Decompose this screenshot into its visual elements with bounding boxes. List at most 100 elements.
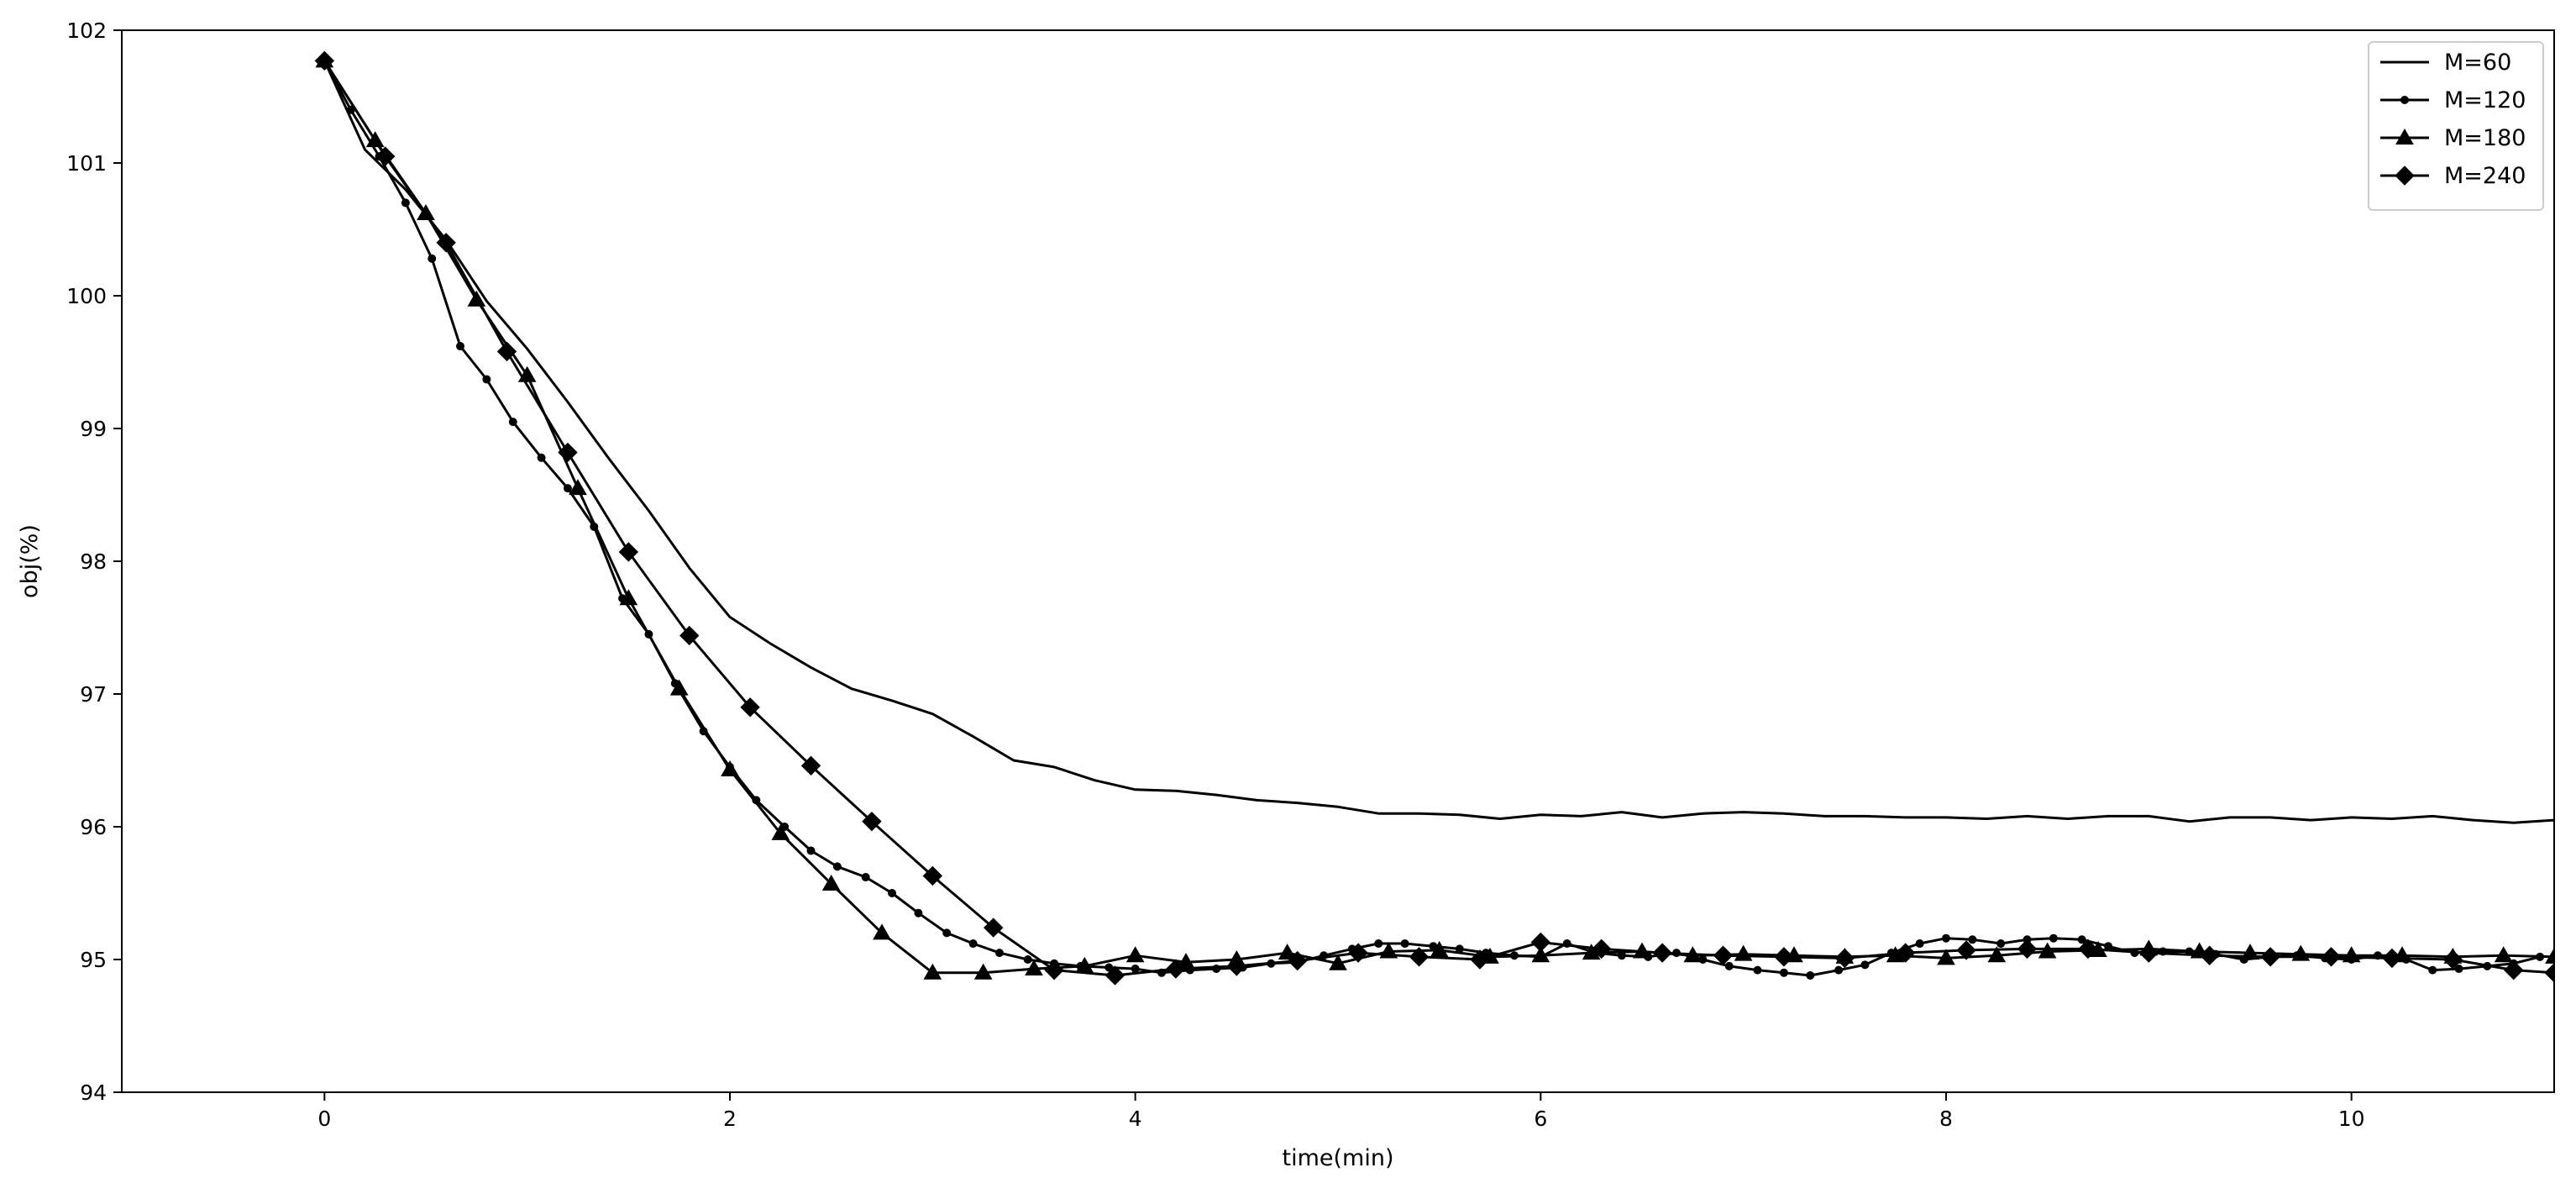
data-point-diamond <box>2017 939 2038 960</box>
data-point-dot <box>1834 965 1844 975</box>
data-point-dot <box>1860 960 1870 970</box>
data-point-diamond <box>1834 948 1855 969</box>
data-point-diamond <box>1896 943 1916 963</box>
data-point-dot <box>1942 933 1950 943</box>
legend-item: M=120 <box>2380 87 2526 113</box>
data-point-dot <box>508 418 517 427</box>
data-point-diamond <box>2442 949 2463 970</box>
data-point-diamond <box>314 50 335 71</box>
data-point-triangle <box>1278 944 1297 960</box>
series-layer <box>314 50 2554 986</box>
data-point-dot <box>1131 965 1140 974</box>
data-point-diamond <box>2321 947 2342 967</box>
data-point-diamond <box>1288 950 1308 971</box>
data-point-diamond <box>2382 948 2402 969</box>
y-axis: 94 95 96 97 98 99 100 101 102 <box>66 18 122 1105</box>
data-point-dot <box>806 846 816 855</box>
data-point-dot <box>1374 939 1383 949</box>
x-tick-label: 6 <box>1534 1107 1547 1131</box>
data-point-diamond <box>800 755 821 776</box>
x-tick-label: 2 <box>723 1107 737 1131</box>
data-point-dot <box>2400 96 2409 104</box>
data-point-diamond <box>984 917 1004 938</box>
legend-box <box>2368 41 2544 211</box>
y-tick-label: 102 <box>66 18 107 43</box>
data-point-dot <box>2077 935 2086 944</box>
data-point-diamond <box>1104 965 1125 986</box>
data-point-diamond <box>2260 947 2280 967</box>
data-point-triangle <box>923 963 942 980</box>
y-tick-label: 94 <box>80 1080 107 1105</box>
y-tick-label: 97 <box>80 682 107 707</box>
data-point-diamond <box>496 341 517 362</box>
data-point-diamond <box>1470 949 1490 970</box>
data-point-dot <box>428 254 437 263</box>
y-tick-label: 96 <box>80 815 107 839</box>
data-point-dot <box>968 939 978 949</box>
data-point-dot <box>2049 933 2058 943</box>
data-point-diamond <box>2544 963 2554 983</box>
y-tick-label: 100 <box>66 284 107 308</box>
x-axis: 0 2 4 6 8 10 <box>317 1092 2365 1131</box>
data-point-diamond <box>2200 945 2220 965</box>
legend-label: M=120 <box>2444 87 2526 113</box>
data-point-triangle <box>1937 949 1955 965</box>
legend-label: M=180 <box>2444 125 2526 151</box>
data-point-dot <box>456 342 465 351</box>
data-point-dot <box>1104 963 1114 972</box>
data-point-triangle <box>2494 946 2513 963</box>
data-point-diamond <box>1166 959 1186 979</box>
series-line <box>323 60 2554 977</box>
data-point-diamond <box>1592 939 1612 960</box>
data-point-dot <box>994 949 1004 958</box>
x-tick-label: 8 <box>1939 1107 1953 1131</box>
data-point-diamond <box>375 146 396 166</box>
data-point-diamond <box>558 442 578 463</box>
series-m-60 <box>323 60 2554 824</box>
data-point-triangle <box>669 679 689 696</box>
data-point-diamond <box>1652 943 1672 963</box>
data-point-diamond <box>922 865 943 886</box>
data-point-dot <box>1779 968 1788 977</box>
data-point-triangle <box>1987 946 2007 963</box>
data-point-dot <box>2428 965 2437 975</box>
data-point-triangle <box>821 874 841 891</box>
legend-item: M=60 <box>2380 50 2511 76</box>
data-point-diamond <box>1774 947 1794 967</box>
data-point-triangle <box>1125 946 1145 963</box>
data-point-dot <box>2454 965 2463 974</box>
data-point-triangle <box>569 479 587 496</box>
y-tick-label: 95 <box>80 948 107 972</box>
data-point-dot <box>1806 970 1815 980</box>
data-point-dot <box>537 453 546 462</box>
data-point-triangle <box>619 589 638 606</box>
data-point-diamond <box>1956 940 1976 960</box>
data-point-dot <box>861 873 870 882</box>
x-tick-label: 4 <box>1129 1107 1142 1131</box>
legend-item: M=180 <box>2380 125 2526 151</box>
x-axis-label: time(min) <box>1283 1145 1394 1171</box>
data-point-dot <box>401 198 410 208</box>
data-point-dot <box>1023 955 1032 964</box>
legend-label: M=240 <box>2444 163 2526 189</box>
x-tick-label: 10 <box>2338 1107 2365 1131</box>
data-point-diamond <box>679 625 700 646</box>
data-point-dot <box>563 484 572 493</box>
data-point-dot <box>832 862 842 871</box>
legend: M=60 M=120 M=180 M=240 <box>2368 41 2544 211</box>
data-point-triangle <box>973 963 993 980</box>
data-point-diamond <box>436 233 456 253</box>
y-tick-label: 98 <box>80 549 107 574</box>
legend-item: M=240 <box>2380 163 2526 189</box>
data-point-diamond <box>862 811 882 832</box>
data-point-dot <box>888 889 897 897</box>
data-point-dot <box>1724 961 1734 970</box>
data-point-diamond <box>1530 932 1551 953</box>
data-point-triangle <box>2038 942 2057 959</box>
data-point-diamond <box>618 542 639 562</box>
data-point-triangle <box>2545 947 2554 964</box>
data-point-triangle <box>1025 960 1043 976</box>
data-point-triangle <box>1531 946 1550 963</box>
